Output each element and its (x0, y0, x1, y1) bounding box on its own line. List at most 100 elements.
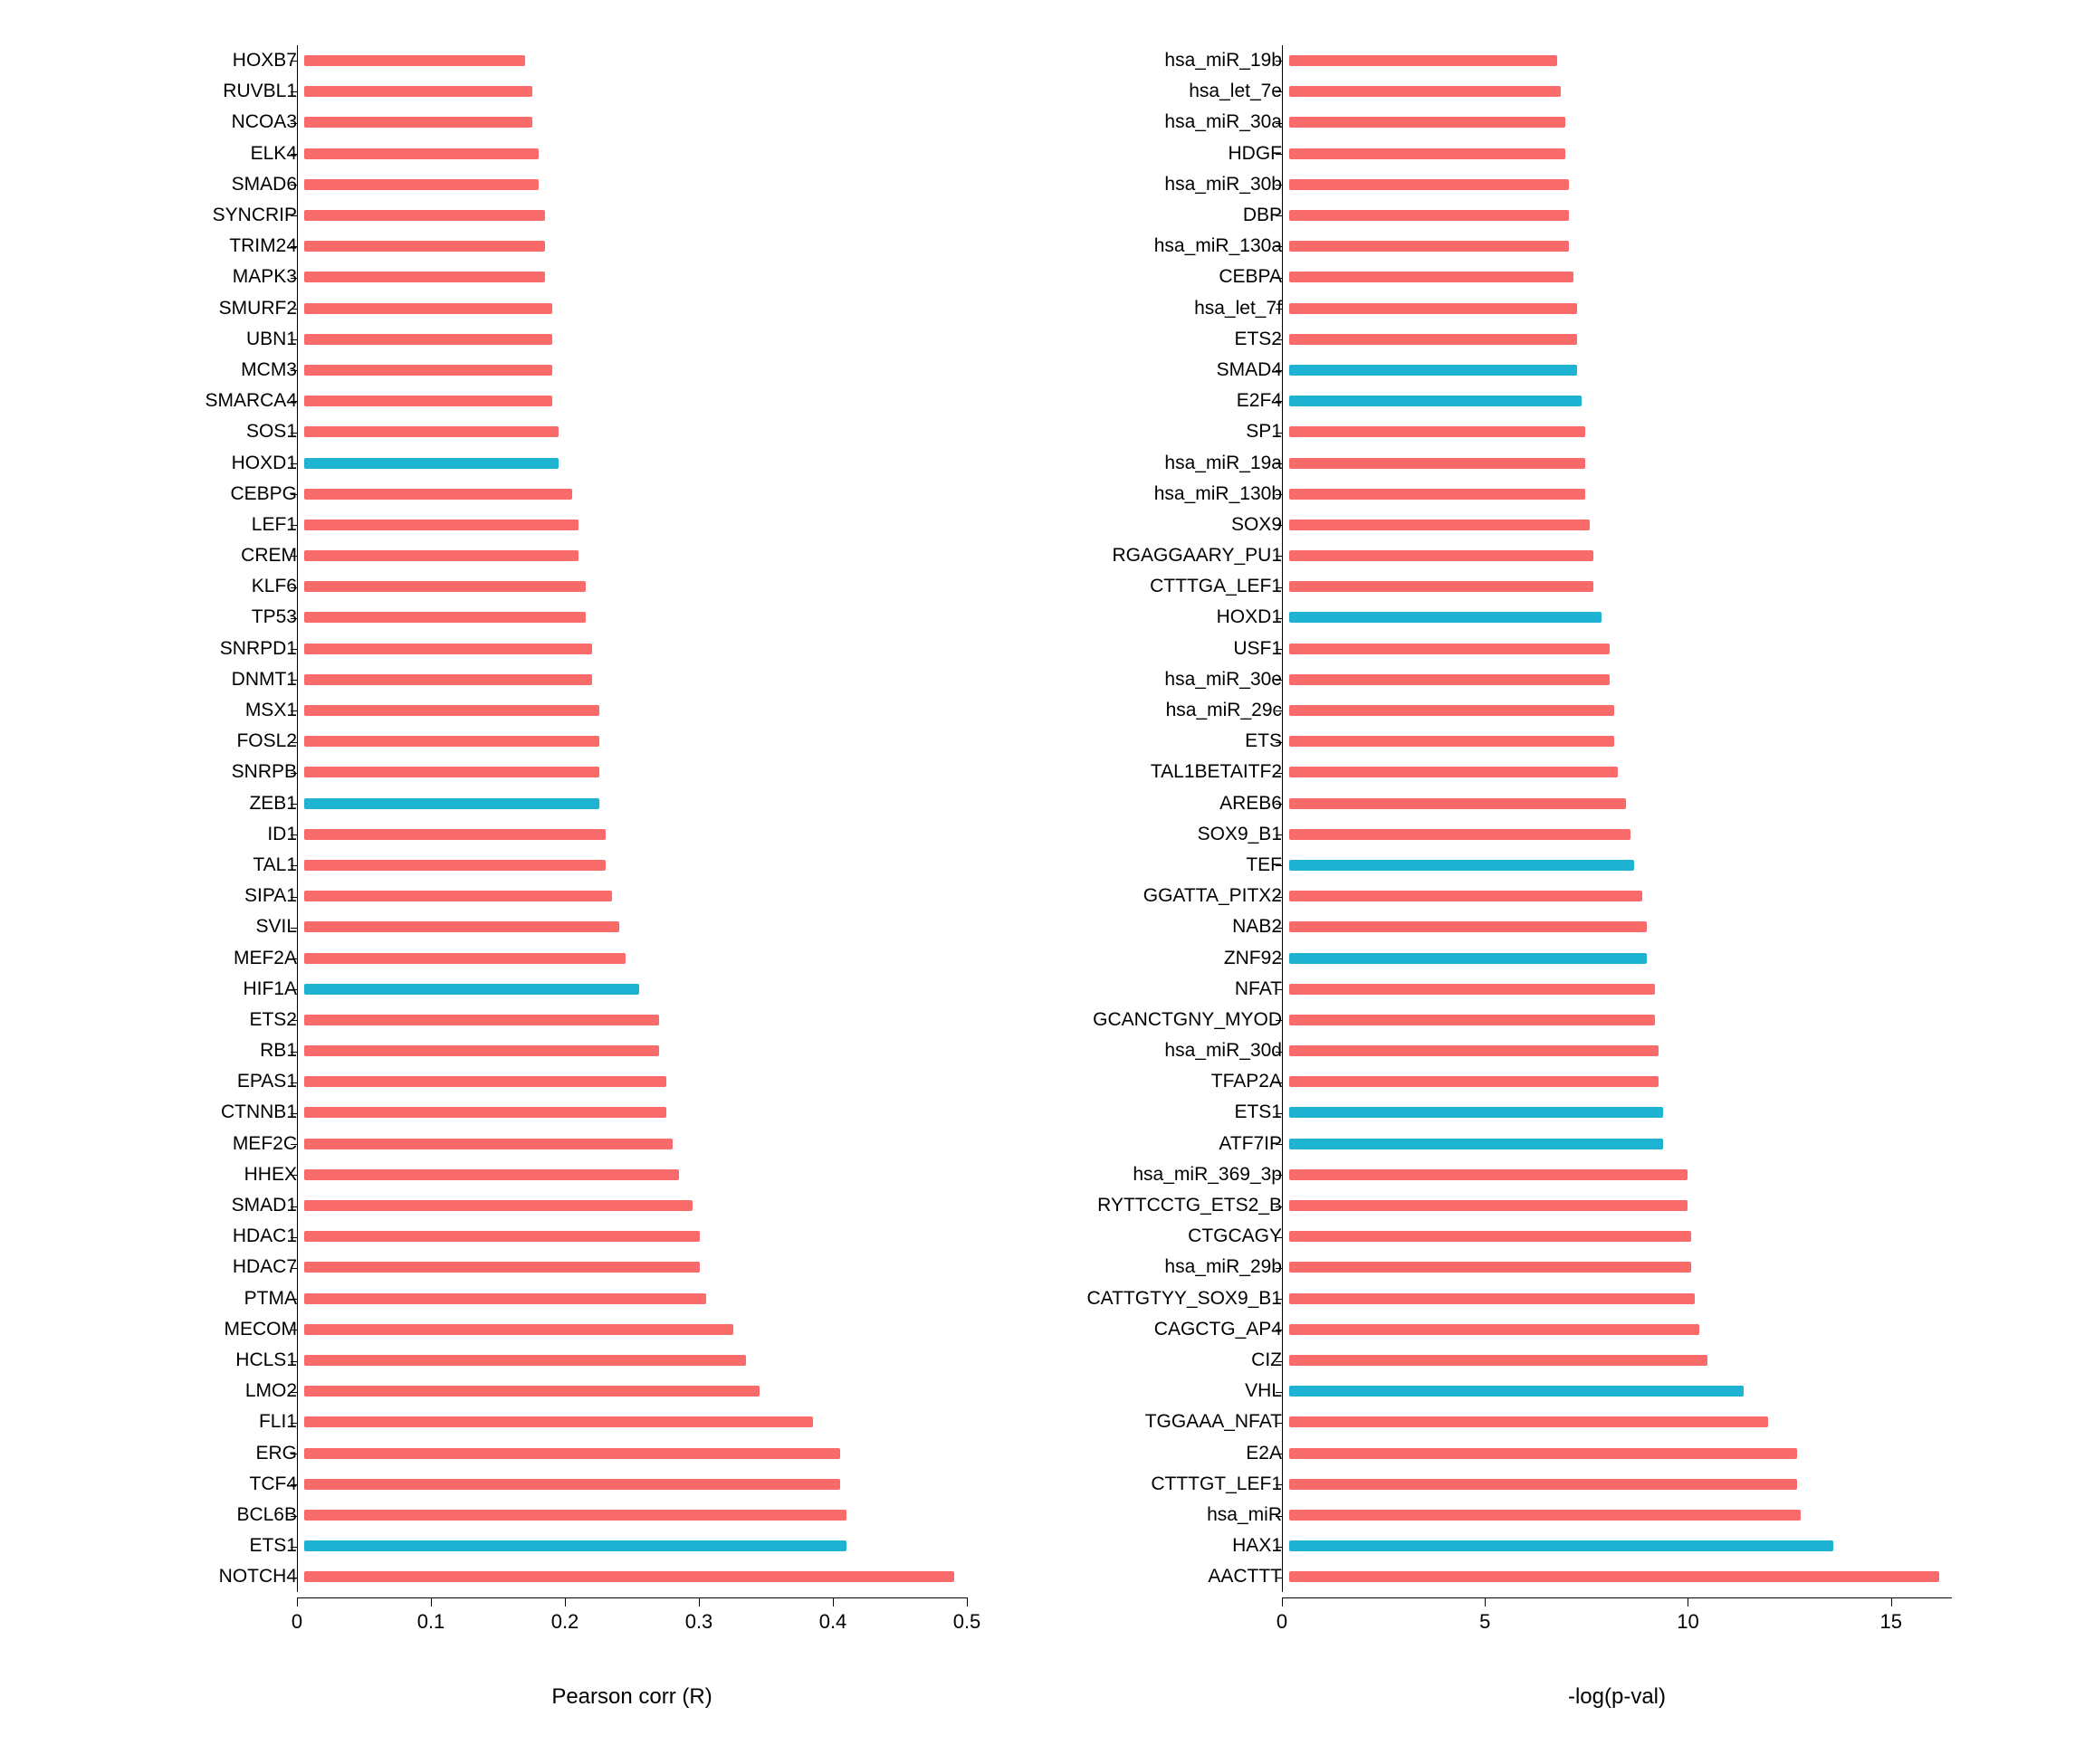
bar-track (1289, 1107, 1959, 1118)
bar (304, 148, 539, 159)
bar-label: HIF1A (116, 978, 304, 1000)
bar (304, 272, 545, 282)
bar-track (1289, 489, 1959, 500)
bar (1289, 489, 1585, 500)
bar (304, 705, 599, 716)
bar-row: DNMT1 (116, 664, 974, 695)
bar-track (304, 1015, 974, 1025)
bar-row: HOXD1 (116, 447, 974, 478)
bar-track (304, 984, 974, 995)
bar-label: AREB6 (1047, 793, 1289, 815)
bar (1289, 1107, 1663, 1118)
bar (304, 829, 606, 840)
bar-track (1289, 365, 1959, 376)
bar (304, 921, 619, 932)
bar-row: SMAD1 (116, 1190, 974, 1221)
bar-row: VHL (1047, 1376, 1959, 1406)
bar-label: SMAD1 (116, 1195, 304, 1216)
bar (304, 1200, 693, 1211)
bar-label: hsa_miR (1047, 1504, 1289, 1526)
bar-label: MCM3 (116, 359, 304, 381)
bar-row: HDGF (1047, 138, 1959, 169)
bar-label: hsa_miR_30a (1047, 111, 1289, 133)
bar-row: TP53 (116, 602, 974, 633)
bar-label: CAGCTG_AP4 (1047, 1319, 1289, 1340)
bar-label: SOS1 (116, 421, 304, 443)
bar-label: HDAC7 (116, 1256, 304, 1278)
bar (304, 1510, 846, 1521)
x-tick-label: 0.4 (819, 1610, 847, 1634)
bar (1289, 1231, 1691, 1242)
bar (1289, 458, 1585, 469)
bar-row: AREB6 (1047, 788, 1959, 819)
bar-track (1289, 1448, 1959, 1459)
bar-label: CTGCAGY (1047, 1225, 1289, 1247)
bar-track (1289, 860, 1959, 871)
bar (1289, 1571, 1939, 1582)
bar-label: SOX9 (1047, 514, 1289, 536)
bar-row: HOXB7 (116, 45, 974, 76)
bar (1289, 1076, 1659, 1087)
bar (1289, 550, 1593, 561)
bar (304, 1540, 846, 1551)
bar-label: ZEB1 (116, 793, 304, 815)
bar-label: SMAD6 (116, 174, 304, 195)
bar-track (1289, 1076, 1959, 1087)
bar-row: hsa_miR_19a (1047, 447, 1959, 478)
bar-label: hsa_miR_30e (1047, 669, 1289, 691)
bar-label: HOXD1 (116, 453, 304, 474)
bar (304, 767, 599, 777)
bar-track (304, 736, 974, 747)
x-tick-label: 5 (1479, 1610, 1490, 1634)
bar-label: CTTTGT_LEF1 (1047, 1473, 1289, 1495)
bar-track (304, 674, 974, 685)
x-tick (565, 1597, 566, 1607)
bar-label: MAPK3 (116, 266, 304, 288)
bar-label: hsa_miR_29c (1047, 700, 1289, 721)
bar-label: ETS1 (1047, 1101, 1289, 1123)
bar-track (304, 1107, 974, 1118)
bar-track (304, 1479, 974, 1490)
bar-row: SMAD4 (1047, 355, 1959, 386)
bar-row: CREM (116, 540, 974, 571)
x-tick-label: 0.5 (953, 1610, 981, 1634)
bar-row: HDAC7 (116, 1252, 974, 1282)
bar-track (304, 1076, 974, 1087)
bar-label: TRIM24 (116, 235, 304, 257)
bar-track (304, 272, 974, 282)
bar-track (304, 426, 974, 437)
bar-row: RGAGGAARY_PU1 (1047, 540, 1959, 571)
bar-track (304, 55, 974, 66)
bar (1289, 1479, 1797, 1490)
bar-label: MEF2C (116, 1133, 304, 1155)
bar-label: RB1 (116, 1040, 304, 1062)
bar-label: SNRPB (116, 761, 304, 783)
x-tick-label: 10 (1677, 1610, 1698, 1634)
bar-label: FLI1 (116, 1411, 304, 1433)
bar-track (1289, 921, 1959, 932)
bar (1289, 520, 1590, 530)
bar-track (304, 520, 974, 530)
bar-row: hsa_miR_369_3p (1047, 1159, 1959, 1190)
bar-row: CTTTGT_LEF1 (1047, 1469, 1959, 1500)
bar-label: MECOM (116, 1319, 304, 1340)
bar-label: hsa_miR_130a (1047, 235, 1289, 257)
bar-label: CTNNB1 (116, 1101, 304, 1123)
bar-row: hsa_miR_29c (1047, 695, 1959, 726)
bar-label: ZNF92 (1047, 948, 1289, 969)
bar-row: SMAD6 (116, 169, 974, 200)
bar-track (304, 1571, 974, 1582)
bar-label: hsa_miR_130b (1047, 483, 1289, 505)
bar (1289, 86, 1561, 97)
bar (1289, 179, 1569, 190)
bar (1289, 767, 1618, 777)
bar-track (1289, 829, 1959, 840)
bar-track (304, 1448, 974, 1459)
bar-row: E2A (1047, 1437, 1959, 1468)
bar-track (1289, 644, 1959, 654)
bar-track (304, 1324, 974, 1335)
bar-label: hsa_miR_30d (1047, 1040, 1289, 1062)
bar-track (1289, 520, 1959, 530)
bar-label: HAX1 (1047, 1535, 1289, 1557)
bar-row: ETS1 (1047, 1097, 1959, 1128)
